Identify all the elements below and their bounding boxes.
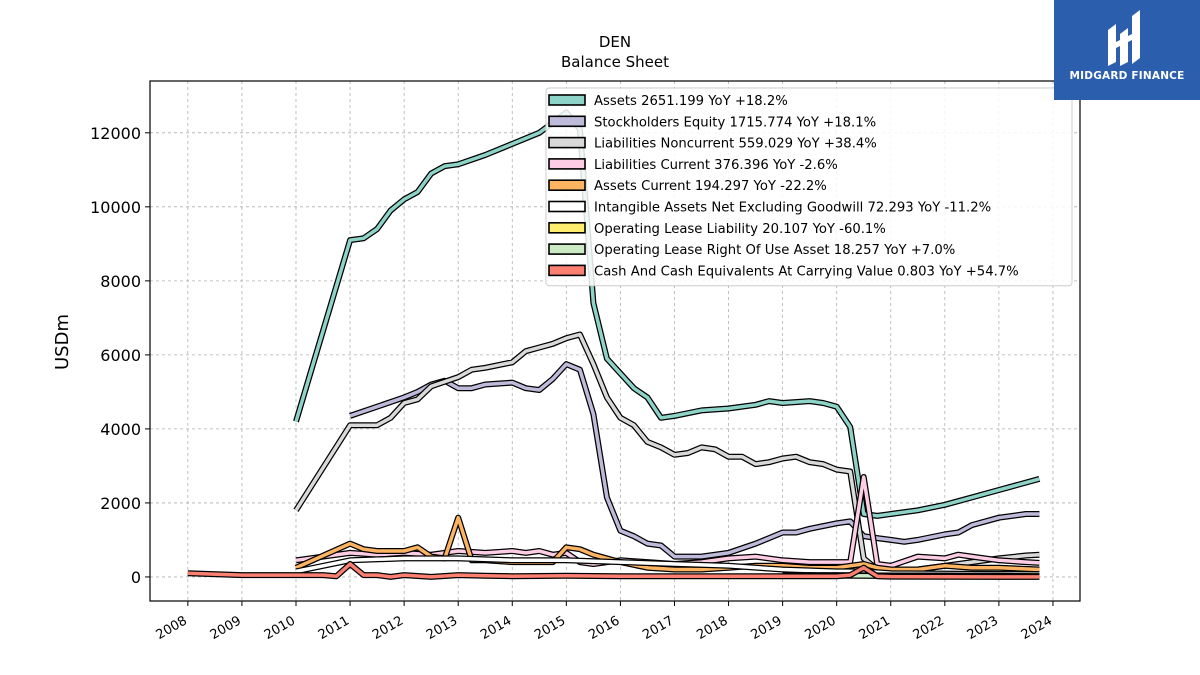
plot-frame bbox=[149, 80, 1081, 602]
y-tick-label: 12000 bbox=[90, 124, 141, 143]
legend-swatch bbox=[548, 222, 586, 234]
y-tick-label: 10000 bbox=[90, 198, 141, 217]
x-tick-label: 2021 bbox=[857, 613, 893, 643]
y-tick-label: 6000 bbox=[100, 346, 141, 365]
chart-title: DEN bbox=[599, 33, 631, 51]
legend-swatch bbox=[548, 94, 586, 106]
legend-swatch bbox=[548, 115, 586, 128]
x-tick-label: 2010 bbox=[262, 613, 298, 643]
x-tick-label: 2013 bbox=[424, 613, 460, 643]
series-line bbox=[294, 332, 1040, 572]
x-tick-label: 2024 bbox=[1019, 613, 1055, 643]
x-tick-label: 2015 bbox=[532, 613, 568, 643]
y-tick-label: 8000 bbox=[100, 272, 141, 291]
series-layer bbox=[187, 109, 1041, 580]
legend-entry: Assets 2651.199 YoY +18.2% bbox=[594, 94, 788, 109]
y-tick-label: 4000 bbox=[100, 420, 141, 439]
logo-wordmark: MIDGARD FINANCE bbox=[1069, 70, 1185, 82]
legend-swatch bbox=[548, 200, 586, 213]
x-tick-label: 2009 bbox=[208, 613, 244, 643]
legend-swatch bbox=[548, 243, 586, 255]
x-tick-label: 2019 bbox=[748, 613, 784, 643]
y-tick-label: 2000 bbox=[100, 494, 141, 513]
x-tick-label: 2012 bbox=[370, 613, 406, 643]
legend-entry: Assets Current 194.297 YoY -22.2% bbox=[594, 179, 827, 194]
x-tick-label: 2016 bbox=[586, 613, 622, 643]
chart-subtitle: Balance Sheet bbox=[561, 53, 669, 71]
legend-swatch bbox=[548, 264, 586, 277]
y-axis-label: USDm bbox=[52, 314, 73, 370]
legend-entry: Operating Lease Liability 20.107 YoY -60… bbox=[594, 222, 886, 237]
legend-swatch bbox=[548, 179, 586, 191]
x-tick-label: 2008 bbox=[154, 613, 190, 643]
legend-swatch bbox=[548, 158, 586, 170]
logo-mark-icon bbox=[1108, 10, 1140, 66]
x-tick-label: 2020 bbox=[803, 613, 839, 643]
y-tick-label: 0 bbox=[131, 568, 141, 587]
x-tick-label: 2017 bbox=[640, 613, 676, 643]
legend: Assets 2651.199 YoY +18.2% Stockholders E… bbox=[545, 87, 1073, 287]
x-tick-label: 2023 bbox=[965, 613, 1001, 643]
series-line bbox=[187, 562, 1040, 579]
series-line bbox=[294, 110, 1040, 518]
legend-entry: Liabilities Noncurrent 559.029 YoY +38.4… bbox=[594, 137, 877, 152]
x-tick-label: 2014 bbox=[478, 613, 514, 643]
legend-entry: Intangible Assets Net Excluding Goodwill… bbox=[594, 201, 991, 216]
legend-entry: Stockholders Equity 1715.774 YoY +18.1% bbox=[594, 115, 876, 130]
x-tick-label: 2022 bbox=[911, 613, 947, 643]
legend-swatch bbox=[548, 136, 586, 149]
legend-entry: Cash And Cash Equivalents At Carrying Va… bbox=[594, 264, 1019, 279]
legend-entry: Operating Lease Right Of Use Asset 18.25… bbox=[594, 243, 955, 258]
x-tick-label: 2018 bbox=[694, 613, 730, 643]
midgard-finance-logo: MIDGARD FINANCE bbox=[1054, 0, 1200, 100]
legend-entry: Liabilities Current 376.396 YoY -2.6% bbox=[594, 158, 838, 173]
series-line bbox=[349, 362, 1040, 559]
legend-box bbox=[545, 87, 1073, 287]
x-tick-label: 2011 bbox=[316, 613, 352, 643]
